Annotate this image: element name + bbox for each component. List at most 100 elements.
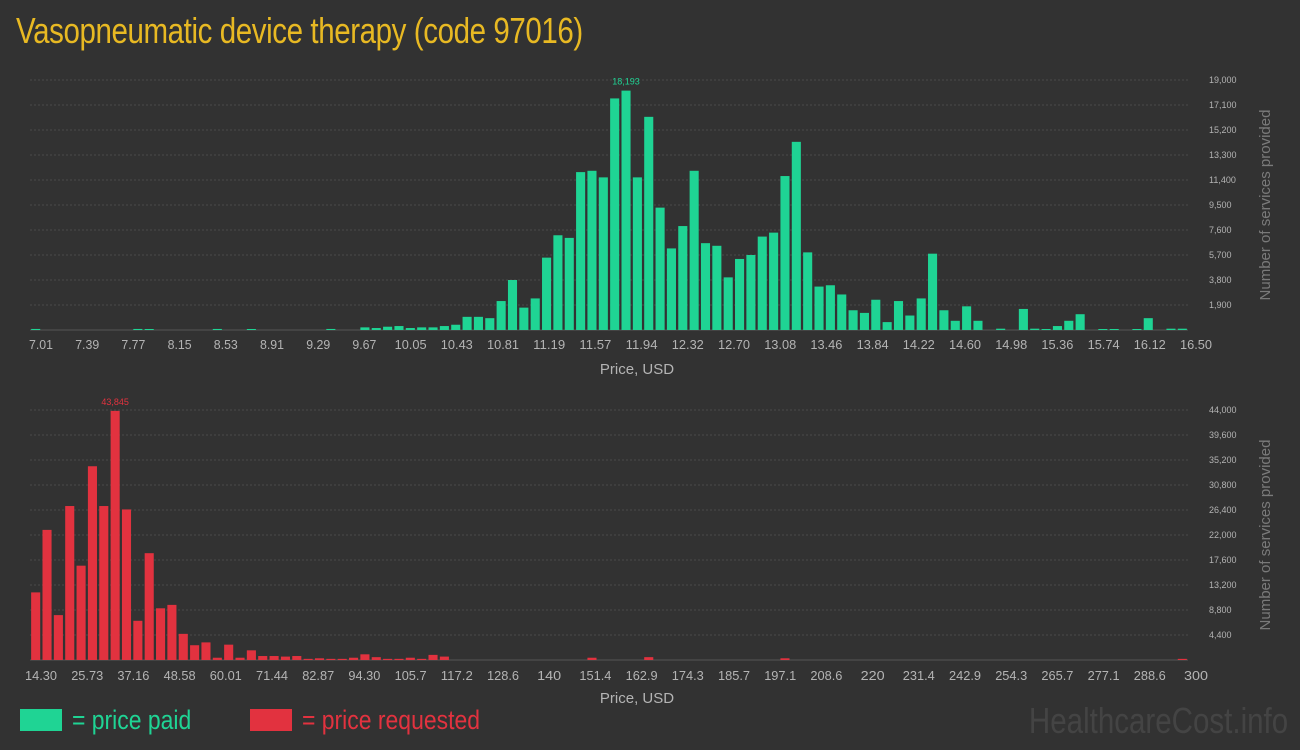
bar — [473, 316, 483, 330]
x-tick-label: 94.30 — [348, 668, 380, 683]
bar — [349, 657, 359, 660]
bar — [383, 326, 393, 330]
bar — [689, 170, 699, 330]
bar — [314, 658, 325, 660]
bar — [598, 177, 608, 330]
x-tick-label: 231.4 — [903, 668, 935, 683]
x-tick-label: 11.94 — [626, 337, 658, 352]
y-tick-label: 17,600 — [1209, 555, 1237, 565]
x-tick-label: 9.67 — [352, 337, 376, 352]
bar — [439, 326, 449, 330]
bar — [769, 232, 779, 330]
bar — [201, 642, 211, 660]
x-tick-label: 60.01 — [210, 668, 242, 683]
bar — [326, 658, 336, 660]
x-tick-label: 13.08 — [764, 337, 796, 352]
x-tick-label: 16.50 — [1180, 337, 1212, 352]
bar — [246, 329, 256, 330]
bar — [235, 657, 245, 660]
y-tick-label: 9,500 — [1209, 200, 1232, 210]
bar — [178, 633, 188, 660]
bar — [621, 90, 631, 330]
bar — [644, 116, 654, 330]
x-tick-label: 185.7 — [718, 668, 750, 683]
legend-requested: = price requested — [250, 704, 511, 736]
y-tick-label: 11,400 — [1209, 175, 1236, 185]
x-tick-label: 82.87 — [302, 668, 334, 683]
bar — [110, 410, 120, 660]
x-tick-label: 13.46 — [810, 337, 842, 352]
x-tick-label: 71.44 — [256, 668, 288, 683]
y-tick-label: 8,800 — [1209, 605, 1232, 615]
bar — [700, 243, 711, 330]
bar — [928, 253, 938, 330]
x-tick-label: 14.30 — [25, 668, 57, 683]
bar — [99, 506, 109, 660]
bar — [644, 657, 654, 660]
peak-label: 43,845 — [101, 397, 129, 407]
x-tick-label: 10.05 — [395, 337, 427, 352]
x-tick-label: 48.58 — [164, 668, 196, 683]
bar — [848, 310, 858, 330]
bar — [428, 327, 438, 330]
x-tick-label: 7.39 — [75, 337, 99, 352]
y-tick-label: 19,000 — [1209, 75, 1237, 85]
y-tick-label: 5,700 — [1209, 250, 1232, 260]
bar — [859, 312, 869, 330]
x-tick-label: 162.9 — [626, 668, 658, 683]
bar — [837, 294, 847, 330]
y-axis-label: Number of services provided — [1257, 110, 1274, 301]
bar — [1018, 308, 1028, 330]
bar — [417, 327, 427, 330]
y-tick-label: 26,400 — [1209, 505, 1237, 515]
y-tick-label: 15,200 — [1209, 125, 1237, 135]
bar — [825, 285, 835, 330]
x-tick-label: 7.77 — [121, 337, 145, 352]
bar — [610, 98, 620, 330]
x-tick-label: 15.36 — [1041, 337, 1073, 352]
bar — [723, 277, 733, 330]
bar — [42, 529, 52, 660]
bar — [371, 657, 381, 660]
x-tick-label: 37.16 — [117, 668, 149, 683]
x-tick-label: 11.19 — [533, 337, 565, 352]
bar — [451, 324, 461, 330]
bar — [1177, 658, 1187, 660]
x-tick-label: 14.60 — [949, 337, 981, 352]
x-tick-label: 14.98 — [995, 337, 1027, 352]
legend-paid: = price paid — [20, 704, 212, 736]
bar — [133, 620, 143, 660]
bar — [405, 657, 415, 660]
y-tick-label: 7,600 — [1209, 225, 1232, 235]
x-tick-label: 197.1 — [764, 668, 796, 683]
bar — [735, 258, 745, 330]
bar — [996, 328, 1006, 330]
bar — [803, 252, 813, 330]
bar — [121, 509, 132, 660]
bar — [1109, 329, 1119, 330]
x-tick-label: 208.6 — [810, 668, 842, 683]
x-axis-label: Price, USD — [600, 690, 674, 707]
bar — [292, 656, 302, 660]
x-tick-label: 12.32 — [672, 337, 704, 352]
bar — [87, 466, 97, 660]
y-tick-label: 30,800 — [1209, 480, 1237, 490]
bar — [712, 245, 722, 330]
bar — [1132, 329, 1142, 330]
x-tick-label: 12.70 — [718, 337, 750, 352]
legend-requested-label: = price requested — [302, 704, 480, 735]
x-tick-label: 8.91 — [260, 337, 284, 352]
bar — [417, 658, 427, 660]
x-axis-label: Price, USD — [600, 361, 674, 378]
y-tick-label: 3,800 — [1209, 275, 1232, 285]
bar — [587, 657, 597, 660]
bar — [280, 656, 290, 660]
bar — [133, 328, 143, 330]
bar — [1166, 328, 1176, 330]
x-tick-label: 220 — [861, 668, 885, 683]
bar — [791, 141, 801, 330]
bar — [507, 280, 518, 330]
y-tick-label: 4,400 — [1209, 630, 1232, 640]
bar — [212, 328, 222, 330]
bar — [439, 656, 449, 660]
